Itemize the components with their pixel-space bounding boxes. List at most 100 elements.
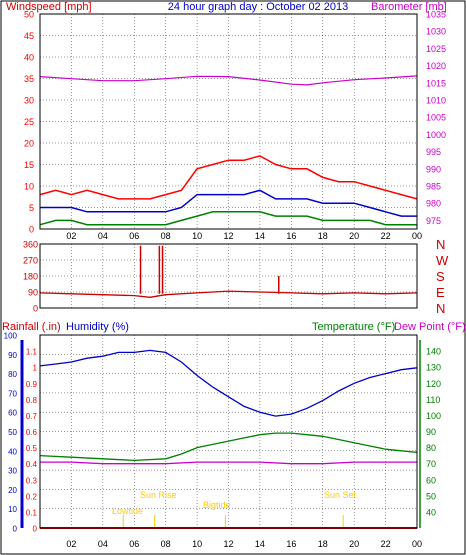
x-tick-label-top: 14 xyxy=(255,231,265,241)
compass-label-n-top: N xyxy=(436,237,445,252)
x-tick-label-bottom: 22 xyxy=(381,539,391,549)
rainfall-tick-label: 0 xyxy=(33,525,38,534)
wind-tick-label: 50 xyxy=(24,10,34,20)
wind-direction-line xyxy=(39,290,418,298)
event-label-hightide: Bigtide xyxy=(203,500,231,510)
rainfall-tick-label: 0.6 xyxy=(26,428,38,437)
wind-tick-label: 40 xyxy=(24,53,34,63)
barometer-tick-label: 1030 xyxy=(426,27,446,37)
temperature-tick-label: 140 xyxy=(426,347,441,357)
rainfall-tick-label: 0.1 xyxy=(26,508,38,517)
compass-label-n-bottom: N xyxy=(436,301,445,316)
x-tick-label-bottom: 02 xyxy=(66,539,76,549)
temp-panel-ticks: 0 10 20 30 40 50 60 70 80 90 100 0 0.1 0.2 0.3 0.4 0.5 0.… xyxy=(4,332,441,534)
humidity-tick-label: 90 xyxy=(8,351,17,360)
x-tick-label-bottom: 20 xyxy=(349,539,359,549)
event-markers xyxy=(122,515,344,527)
x-tick-label-bottom: 18 xyxy=(318,539,328,549)
direction-panel-frame xyxy=(39,243,418,309)
wind-tick-label: 0 xyxy=(29,225,34,235)
barometer-tick-label: 975 xyxy=(426,216,441,226)
temperature-tick-label: 80 xyxy=(426,443,436,453)
humidity-tick-label: 80 xyxy=(8,370,17,379)
rainfall-axis-title: Rainfall (.in) xyxy=(2,321,61,333)
humidity-tick-label: 70 xyxy=(8,389,17,398)
barometer-tick-label: 1015 xyxy=(426,78,446,88)
x-axis-labels-bottom: 02 04 06 08 10 12 14 16 18 20 22 00 xyxy=(66,539,422,549)
rainfall-tick-label: 0.2 xyxy=(26,492,38,501)
barometer-tick-label: 995 xyxy=(426,147,441,157)
barometer-tick-label: 1025 xyxy=(426,44,446,54)
dewpoint-axis-title: Dew Point (°F) xyxy=(394,321,466,333)
direction-tick-label: 360 xyxy=(23,240,38,250)
barometer-tick-label: 985 xyxy=(426,182,441,192)
humidity-tick-label: 100 xyxy=(4,332,18,341)
event-label-sunset: Sun Set xyxy=(324,490,357,500)
temperature-tick-label: 120 xyxy=(426,379,441,389)
direction-tick-label: 0 xyxy=(33,304,38,314)
x-tick-label-bottom: 04 xyxy=(98,539,108,549)
barometer-tick-label: 1005 xyxy=(426,113,446,123)
rainfall-tick-label: 0.9 xyxy=(26,380,38,389)
direction-tick-label: 270 xyxy=(23,256,38,266)
x-tick-label-top: 20 xyxy=(349,231,359,241)
rainfall-tick-label: 0.5 xyxy=(26,444,38,453)
x-tick-label-top: 12 xyxy=(223,231,233,241)
wind-tick-label: 35 xyxy=(24,74,34,84)
x-tick-label-top: 06 xyxy=(129,231,139,241)
compass-label-s: S xyxy=(436,269,445,284)
wind-tick-label: 15 xyxy=(24,160,34,170)
direction-panel-ticks: 0 90 180 270 360 xyxy=(23,240,38,314)
temperature-tick-label: 130 xyxy=(426,363,441,373)
wind-tick-label: 25 xyxy=(24,117,34,127)
x-tick-label-bottom: 00 xyxy=(412,539,422,549)
rainfall-tick-label: 1 xyxy=(33,364,38,373)
x-tick-label-top: 16 xyxy=(286,231,296,241)
direction-tick-label: 180 xyxy=(23,272,38,282)
temperature-tick-label: 60 xyxy=(426,475,436,485)
x-tick-label-bottom: 16 xyxy=(286,539,296,549)
x-axis-labels-top: 02 04 06 08 10 12 14 16 18 20 22 00 xyxy=(66,231,422,241)
wind-axis-title: Windspeed [mph] xyxy=(6,1,92,13)
x-tick-label-bottom: 10 xyxy=(192,539,202,549)
barometer-tick-label: 1010 xyxy=(426,96,446,106)
barometer-tick-label: 1020 xyxy=(426,61,446,71)
humidity-axis-title: Humidity (%) xyxy=(66,321,129,333)
humidity-tick-label: 10 xyxy=(8,505,17,514)
x-tick-label-top: 08 xyxy=(161,231,171,241)
x-tick-label-bottom: 12 xyxy=(223,539,233,549)
wind-tick-label: 10 xyxy=(24,182,34,192)
wind-gust-line xyxy=(39,211,417,226)
temperature-tick-label: 90 xyxy=(426,427,436,437)
temperature-tick-label: 110 xyxy=(426,395,440,405)
x-tick-label-top: 04 xyxy=(98,231,108,241)
rainfall-tick-label: 0.7 xyxy=(26,412,38,421)
x-tick-label-bottom: 08 xyxy=(161,539,171,549)
wind-panel-series xyxy=(39,75,418,226)
temperature-tick-label: 40 xyxy=(426,507,436,517)
x-tick-label-top: 22 xyxy=(381,231,391,241)
barometer-tick-label: 980 xyxy=(426,199,441,209)
temperature-axis-title: Temperature (°F) xyxy=(312,321,395,333)
direction-panel-series xyxy=(39,245,418,298)
rainfall-tick-label: 0.8 xyxy=(26,396,38,405)
x-tick-label-bottom: 06 xyxy=(129,539,139,549)
direction-tick-label: 90 xyxy=(28,288,38,298)
wind-speed-line xyxy=(39,155,418,200)
event-label-sunrise: Sun Rise xyxy=(140,490,177,500)
humidity-tick-label: 50 xyxy=(8,428,17,437)
temperature-tick-label: 50 xyxy=(426,491,436,501)
compass-label-e: E xyxy=(436,285,445,300)
humidity-tick-label: 30 xyxy=(8,467,17,476)
barometer-tick-label: 990 xyxy=(426,164,441,174)
wind-tick-label: 45 xyxy=(24,31,34,41)
event-label-lowtide: Lowtide xyxy=(112,506,143,516)
barometer-axis-title: Barometer [mb] xyxy=(371,1,447,13)
x-tick-label-top: 18 xyxy=(318,231,328,241)
compass-label-w: W xyxy=(436,253,449,268)
x-tick-label-top: 00 xyxy=(412,231,422,241)
x-tick-label-bottom: 14 xyxy=(255,539,265,549)
